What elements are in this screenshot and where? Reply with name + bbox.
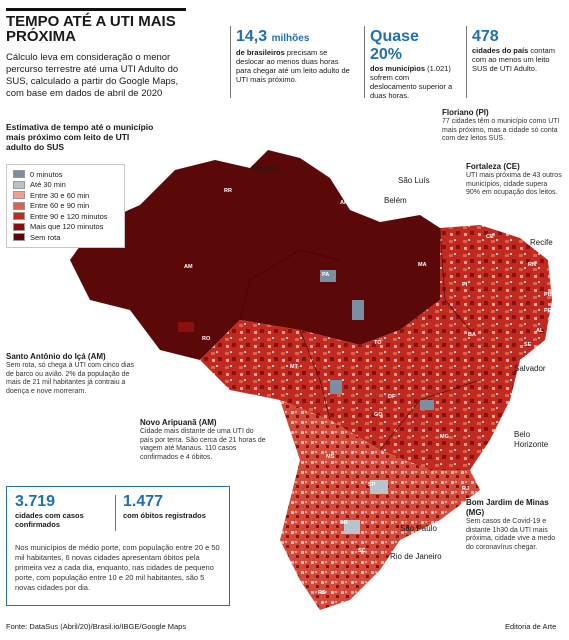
map-south-region: [280, 400, 480, 610]
state-label: RS: [318, 590, 326, 596]
legend-swatch: [13, 191, 25, 200]
state-label: MT: [290, 364, 298, 370]
stat-divider: [230, 26, 231, 98]
callout-fortaleza: Fortaleza (CE) UTI mais próxima de 43 ou…: [466, 162, 562, 198]
deaths-stat: 1.477 com óbitos registrados: [123, 493, 219, 520]
callout-floriano: Floriano (PI) 77 cidades têm o município…: [442, 108, 562, 144]
cases-stat: 3.719 cidades com casos confirmados: [15, 493, 111, 529]
city-label: São Luís: [398, 176, 430, 185]
state-label: BA: [468, 332, 476, 338]
stat-block: 14,3 milhões de brasileiros precisam se …: [236, 28, 350, 84]
legend-swatch: [13, 201, 25, 210]
cases-label: cidades com casos confirmados: [15, 511, 84, 529]
state-label: AL: [536, 328, 544, 334]
legend-swatch: [13, 180, 25, 189]
legend-swatch: [13, 212, 25, 221]
stat-divider: [466, 26, 467, 98]
map-north-region: [70, 150, 440, 360]
city-label: Recife: [530, 238, 553, 247]
stat-number: 478: [472, 28, 499, 45]
state-label: RR: [224, 188, 232, 194]
state-label: SC: [358, 548, 366, 554]
state-label: GO: [374, 412, 383, 418]
state-label: CE: [486, 234, 494, 240]
city-label: Belém: [384, 196, 407, 205]
state-label: RO: [202, 336, 211, 342]
source-note: Fonte: DataSus (Abril/20)/Brasil.io/IBGE…: [6, 622, 187, 631]
stat-divider: [115, 495, 116, 531]
state-label: MA: [418, 262, 427, 268]
state-label: AC: [100, 326, 108, 332]
legend-title: Estimativa de tempo até o município mais…: [6, 122, 154, 152]
cases-stat-box: 3.719 cidades com casos confirmados 1.47…: [6, 486, 230, 606]
state-label: MG: [440, 434, 449, 440]
state-label: PA: [322, 272, 330, 278]
cases-number: 3.719: [15, 493, 56, 510]
city-label: Salvador: [514, 364, 546, 373]
state-label: AM: [184, 264, 193, 270]
state-label: DF: [388, 394, 396, 400]
stat-divider: [364, 26, 365, 98]
state-label: RJ: [462, 486, 470, 492]
legend-item: Até 30 min: [13, 180, 118, 191]
legend-item: Entre 90 e 120 minutos: [13, 211, 118, 222]
callout-bom-jardim: Bom Jardim de Minas (MG) Sem casos de Co…: [466, 498, 562, 552]
callout-santo-antonio: Santo Antônio do Içá (AM) Sem rota, só c…: [6, 352, 134, 396]
state-label: PR: [340, 520, 348, 526]
legend: 0 minutos Até 30 min Entre 30 e 60 min E…: [6, 164, 125, 248]
state-label: RN: [528, 262, 536, 268]
state-label: PI: [462, 282, 468, 288]
legend-swatch: [13, 222, 25, 231]
city-label: Belo Horizonte: [514, 430, 549, 449]
legend-item: Entre 60 e 90 min: [13, 201, 118, 212]
state-label: SP: [368, 482, 376, 488]
statbox-text: Nos municípios de médio porte, com popul…: [15, 543, 220, 592]
state-label: ES: [486, 456, 494, 462]
state-label: PB: [544, 292, 552, 298]
stat-block: 478 cidades do país contam com ao menos …: [472, 28, 560, 73]
state-label: MS: [326, 454, 335, 460]
page-title: TEMPO ATÉ A UTI MAIS PRÓXIMA: [6, 8, 186, 44]
city-label: São Paulo: [400, 524, 437, 533]
city-label: Manaus: [252, 164, 281, 173]
callout-novo-aripuana: Novo Aripuanã (AM) Cidade mais distante …: [140, 418, 268, 462]
legend-swatch: [13, 170, 25, 179]
state-label: PE: [544, 308, 552, 314]
credit-note: Editoria de Arte: [505, 622, 557, 631]
state-label: TO: [374, 340, 382, 346]
stat-number: Quase 20%: [370, 28, 419, 63]
legend-swatch: [13, 233, 25, 242]
legend-item: Entre 30 e 60 min: [13, 190, 118, 201]
intro-text: Cálculo leva em consideração o menor per…: [6, 52, 179, 99]
legend-item: Mais que 120 minutos: [13, 222, 118, 233]
legend-item: Sem rota: [13, 232, 118, 243]
state-label: AP: [340, 200, 348, 206]
state-label: SE: [524, 342, 532, 348]
stat-block: Quase 20% dos municípios (1.021) sofrem …: [370, 28, 455, 100]
legend-item: 0 minutos: [13, 169, 118, 180]
deaths-number: 1.477: [123, 493, 164, 510]
map-central-region: [200, 225, 552, 470]
deaths-label: com óbitos registrados: [123, 511, 206, 520]
city-label: Rio de Janeiro: [390, 552, 442, 561]
stat-number: 14,3: [236, 28, 268, 45]
